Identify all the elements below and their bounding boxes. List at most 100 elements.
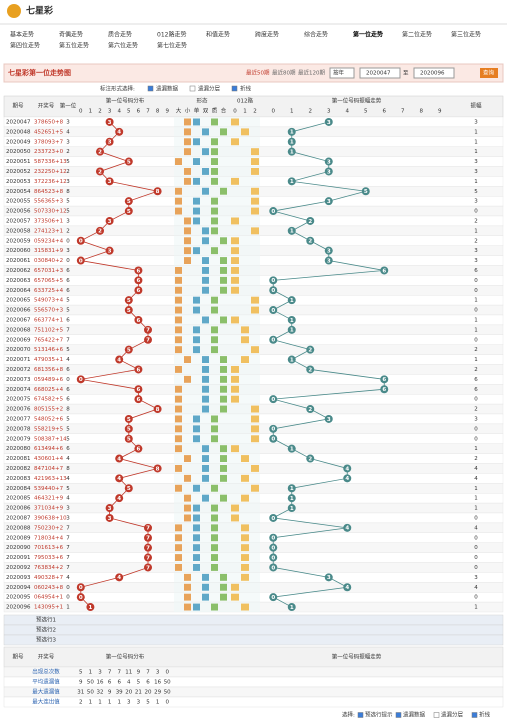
issue: 2020062: [6, 268, 31, 274]
checkbox[interactable]: [433, 712, 440, 718]
preselect-label[interactable]: 预选行1: [36, 616, 56, 624]
amp-ball-label: 1: [290, 149, 294, 155]
query-button[interactable]: [480, 68, 498, 78]
route-cell: [231, 286, 239, 294]
digit-ball-label: 3: [108, 219, 112, 225]
nav-link[interactable]: 012路走势: [157, 31, 186, 39]
draw-code: 657065+5: [34, 278, 64, 284]
amp-value: 2: [474, 218, 478, 224]
amp-value: 3: [474, 258, 478, 264]
column-header: 期号: [12, 654, 24, 661]
checkbox[interactable]: [231, 85, 238, 92]
digit-ball-label: 3: [108, 179, 112, 185]
summary-value: 5: [79, 670, 83, 676]
period-link[interactable]: 最近50期: [246, 69, 270, 77]
amp-ball: [287, 315, 296, 324]
nav-link[interactable]: 第二位走势: [402, 31, 432, 39]
form-cell: [175, 296, 182, 304]
nav-link[interactable]: 第一位走势: [352, 31, 383, 39]
form-cell: [220, 128, 227, 136]
form-cell: [184, 217, 191, 225]
digit-ball: [124, 296, 133, 305]
from-input[interactable]: [359, 67, 401, 79]
nav-link[interactable]: 质合走势: [108, 31, 132, 39]
preselect-row[interactable]: [3, 634, 504, 646]
form-cell: [193, 247, 200, 255]
issue: 2020063: [6, 278, 31, 284]
form-cell: [193, 514, 200, 522]
mode-select[interactable]: [329, 67, 355, 79]
issue: 2020078: [6, 426, 31, 432]
form-cell: [175, 207, 182, 215]
amp-value: 1: [474, 357, 478, 363]
amp-ball-label: 2: [308, 456, 312, 462]
form-cell: [211, 534, 218, 542]
checkbox-label[interactable]: 预选行提示: [365, 711, 393, 719]
from-input-text[interactable]: 2020047: [366, 71, 391, 77]
digit-ball-label: 5: [127, 347, 131, 353]
form-cell: [184, 356, 191, 363]
query-button-text[interactable]: 查询: [483, 69, 495, 77]
preselect-label[interactable]: 预选行2: [36, 626, 56, 634]
first-digit: 2: [66, 169, 70, 175]
checkbox[interactable]: [471, 712, 478, 718]
amp-ball: [306, 216, 315, 225]
nav-link[interactable]: 第七位走势: [157, 42, 187, 50]
nav-link[interactable]: 基本走势: [10, 31, 34, 39]
to-input[interactable]: [413, 67, 455, 79]
draw-code: 701613+6: [34, 545, 64, 551]
mode-select-text[interactable]: 按年: [333, 69, 345, 77]
issue: 2020074: [6, 387, 31, 393]
form-cell: [202, 385, 209, 393]
amp-value: 1: [474, 179, 478, 185]
draw-code: 143095+1: [34, 605, 63, 611]
digit-ball-label: 7: [146, 328, 150, 334]
nav-link[interactable]: 第四位走势: [10, 42, 40, 50]
checkbox-label[interactable]: 遗漏数据: [403, 711, 426, 719]
checkbox[interactable]: [147, 85, 154, 92]
checkbox[interactable]: [357, 712, 364, 718]
issue: 2020059: [6, 238, 31, 244]
form-cell: [211, 296, 218, 304]
route-header: 1: [243, 109, 247, 115]
amp-ball-label: 6: [382, 387, 386, 393]
checkbox[interactable]: [189, 85, 196, 92]
period-link[interactable]: 最近120期: [298, 69, 325, 77]
checkbox-label[interactable]: 折线: [240, 85, 252, 93]
draw-code: 513146+6: [34, 347, 64, 353]
nav-link[interactable]: 第五位走势: [59, 42, 89, 50]
amp-value: 1: [474, 506, 478, 512]
checkbox-label[interactable]: 遗漏数据: [156, 85, 179, 93]
amp-value: 1: [474, 298, 478, 304]
nav-link[interactable]: 和值走势: [206, 31, 230, 39]
draw-code: 558219+5: [34, 426, 64, 432]
summary-value: 11: [125, 670, 132, 676]
amp-ball-label: 1: [290, 496, 294, 502]
summary-label: 最大连出值: [32, 698, 60, 706]
checkbox-label[interactable]: 遗漏分层: [198, 85, 221, 93]
form-cell: [193, 415, 200, 423]
draw-code: 750230+2: [34, 525, 63, 531]
nav-link[interactable]: 奇偶走势: [59, 31, 83, 39]
nav-link[interactable]: 第三位走势: [451, 31, 481, 39]
preselect-row[interactable]: [3, 624, 504, 636]
draw-code: 507330+12: [34, 209, 67, 215]
checkbox-label[interactable]: 遗漏分层: [441, 711, 464, 719]
form-zone: [174, 374, 260, 385]
nav-link[interactable]: 综合走势: [304, 31, 328, 39]
nav-link[interactable]: 第六位走势: [108, 42, 138, 50]
digit-ball: [76, 256, 85, 265]
checkbox[interactable]: [395, 712, 402, 718]
preselect-label[interactable]: 预选行3: [36, 636, 57, 644]
digit-ball-label: 6: [136, 318, 140, 324]
route-cell: [231, 514, 239, 522]
form-zone: [174, 394, 260, 405]
route-cell: [251, 296, 259, 304]
nav-link[interactable]: 跨度走势: [255, 31, 279, 39]
to-input-text[interactable]: 2020096: [420, 71, 445, 77]
digit-ball-label: 0: [79, 377, 83, 383]
period-link[interactable]: 最近80期: [272, 69, 296, 77]
checkbox-label[interactable]: 折线: [479, 711, 491, 719]
column-header: 第一位: [60, 102, 77, 110]
preselect-row[interactable]: [3, 614, 504, 626]
